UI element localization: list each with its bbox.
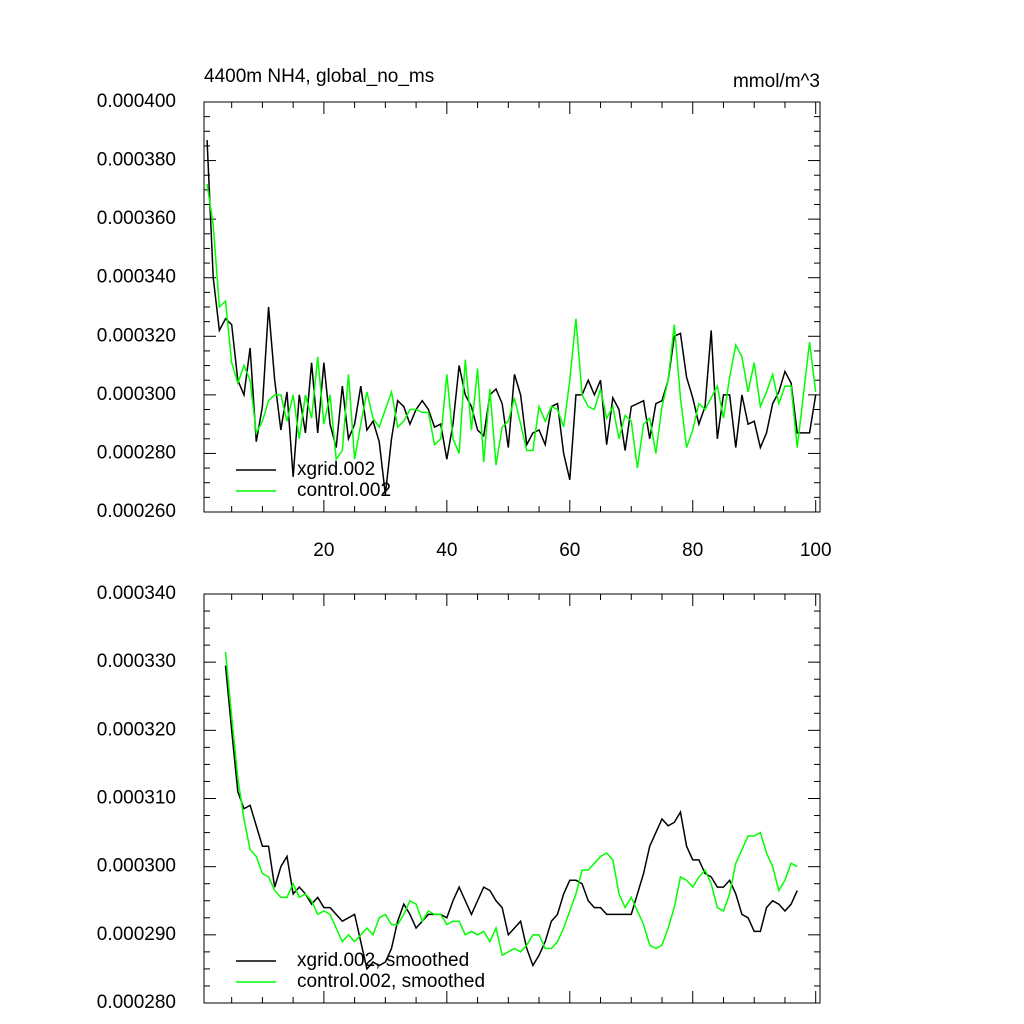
y-tick-label: 0.000280 (97, 442, 176, 463)
y-tick-label: 0.000360 (97, 208, 176, 229)
x-tick-label: 60 (559, 540, 580, 561)
y-tick-label: 0.000330 (97, 651, 176, 672)
legend-label: control.002 (297, 480, 391, 501)
legend-label: control.002, smoothed (297, 971, 485, 992)
y-tick-label: 0.000320 (97, 325, 176, 346)
units-label: mmol/m^3 (733, 71, 820, 92)
x-tick-label: 20 (313, 540, 334, 561)
x-tick-label: 80 (682, 540, 703, 561)
y-tick-label: 0.000340 (97, 267, 176, 288)
data-line (224, 665, 798, 971)
y-tick-label: 0.000340 (97, 583, 176, 604)
y-tick-label: 0.000300 (97, 856, 176, 877)
y-tick-label: 0.000280 (97, 992, 176, 1013)
plot-frame (203, 593, 821, 1004)
legend-label: xgrid.002 (297, 459, 375, 480)
data-line (206, 183, 817, 469)
y-tick-label: 0.000400 (97, 91, 176, 112)
y-tick-label: 0.000300 (97, 384, 176, 405)
plot-frame (203, 101, 821, 513)
y-tick-label: 0.000290 (97, 924, 176, 945)
data-line (206, 140, 817, 495)
y-tick-label: 0.000380 (97, 150, 176, 171)
y-tick-label: 0.000320 (97, 719, 176, 740)
y-tick-label: 0.000260 (97, 501, 176, 522)
legend-label: xgrid.002, smoothed (297, 950, 469, 971)
x-tick-label: 40 (436, 540, 457, 561)
y-tick-label: 0.000310 (97, 788, 176, 809)
chart-title: 4400m NH4, global_no_ms (204, 66, 434, 87)
data-line (224, 651, 798, 957)
x-tick-label: 100 (800, 540, 832, 561)
